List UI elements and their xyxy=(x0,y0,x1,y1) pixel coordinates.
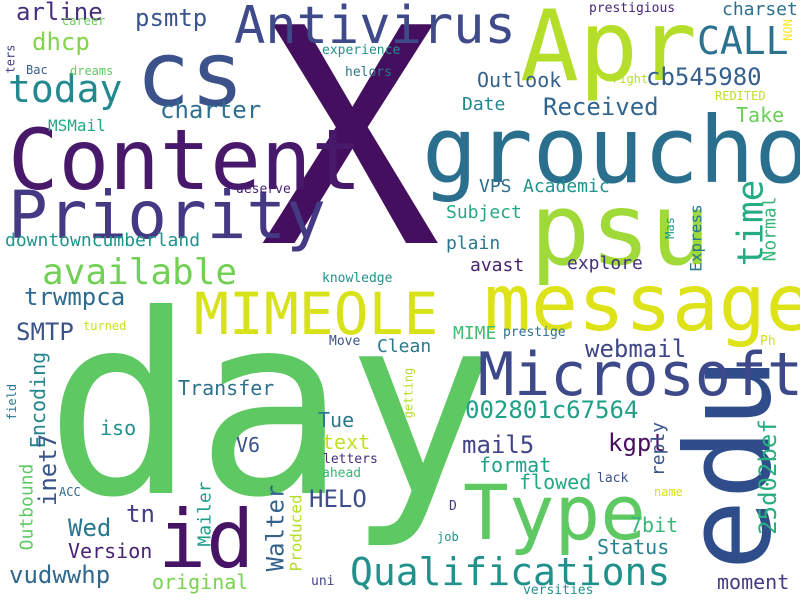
word-original: original xyxy=(152,570,249,594)
word-cb545980: cb545980 xyxy=(646,63,762,91)
word-wed: Wed xyxy=(68,514,112,542)
word-version: Version xyxy=(68,539,153,563)
word-normal: Normal xyxy=(759,196,781,262)
word-microsoft: Microsoft xyxy=(478,340,800,410)
word-helors: helors xyxy=(345,65,392,80)
word-letters: letters xyxy=(323,452,378,467)
word-message: message xyxy=(484,259,800,349)
word-versities: versities xyxy=(523,583,594,598)
word-antivirus: Antivirus xyxy=(234,0,516,56)
word-deserve: deserve xyxy=(236,182,291,197)
word-psu: psu xyxy=(530,171,711,288)
word-walter: Walter xyxy=(261,484,290,572)
word-trwmpca: trwmpca xyxy=(24,283,126,311)
word-clean: Clean xyxy=(377,336,432,357)
word-mail5: mail5 xyxy=(462,431,535,459)
word-career: career xyxy=(62,14,106,28)
word-groucho: groucho xyxy=(422,97,800,204)
word-right: right xyxy=(612,72,649,86)
word-downtowncumberland: downtowncumberland xyxy=(5,230,201,251)
word-7bit: 7bit xyxy=(630,513,679,537)
word-psmtp: psmtp xyxy=(135,4,208,32)
word-outlook: Outlook xyxy=(477,68,562,92)
word-content: Content xyxy=(8,111,363,209)
word-002801c67564: 002801c67564 xyxy=(465,396,639,424)
word-msmail: MSMail xyxy=(48,116,106,135)
word-tn: tn xyxy=(126,500,155,528)
word-kgpt: kgpt xyxy=(608,429,666,457)
word-knowledge: knowledge xyxy=(322,271,393,286)
word-produced: Produced xyxy=(286,494,306,572)
word-charter: charter xyxy=(160,96,262,124)
word-x: X xyxy=(260,0,441,314)
word-flowed: flowed xyxy=(519,470,592,494)
word-move: Move xyxy=(329,334,361,349)
word-d: D xyxy=(449,499,457,514)
word-vudwwhp: vudwwhp xyxy=(9,561,111,589)
word-id: id xyxy=(158,493,255,586)
word-mas: Mas xyxy=(662,217,677,239)
word-25d02bef: 25d02bef xyxy=(753,419,782,535)
word-outbound: Outbound xyxy=(16,463,38,551)
word-dhcp: dhcp xyxy=(32,28,90,56)
word-acc: ACC xyxy=(59,485,81,499)
word-uni: uni xyxy=(311,574,335,589)
word-webmail: webmail xyxy=(585,335,687,363)
word-today: today xyxy=(8,67,123,111)
word-ahead: ahead xyxy=(322,466,362,481)
word-smtp: SMTP xyxy=(16,318,74,346)
word-field: field xyxy=(5,383,20,421)
word-explore: explore xyxy=(567,253,643,274)
word-ters: ters xyxy=(3,44,18,74)
word-call: CALL xyxy=(697,19,789,63)
word-turned: turned xyxy=(83,319,127,333)
word-avast: avast xyxy=(470,255,525,276)
word-prestigious: prestigious xyxy=(589,1,676,16)
word-redited: REDITED xyxy=(715,89,766,103)
word-moment: moment xyxy=(717,570,790,594)
word-helo: HELO xyxy=(309,485,367,513)
word-transfer: Transfer xyxy=(178,376,275,400)
word-plain: plain xyxy=(446,233,501,254)
word-experience: experience xyxy=(322,43,401,58)
word-mime: MIME xyxy=(453,323,497,344)
word-name: name xyxy=(654,485,683,499)
word-vps: VPS xyxy=(479,176,512,197)
word-job: job xyxy=(437,530,459,544)
word-ph: Ph xyxy=(760,334,776,349)
word-text: text xyxy=(322,430,371,454)
word-priority: Priority xyxy=(8,177,326,254)
word-getting: getting xyxy=(401,367,416,419)
word-prestige: prestige xyxy=(503,325,566,340)
word-cs: cs xyxy=(136,22,245,127)
word-day: day xyxy=(45,261,497,552)
word-express: Express xyxy=(686,204,706,272)
word-mimeole: MIMEOLE xyxy=(194,280,439,348)
word-apr: Apr xyxy=(520,0,698,104)
word-dreams: dreams xyxy=(70,64,114,78)
word-bac: Bac xyxy=(26,63,48,77)
word-type: Type xyxy=(463,468,647,557)
word-arline: arline xyxy=(16,0,103,26)
word-qualifications: Qualifications xyxy=(350,550,671,594)
word-take: Take xyxy=(736,103,785,127)
word-inet7: inet7 xyxy=(34,433,63,507)
word-iso: iso xyxy=(100,416,137,440)
word-received: Received xyxy=(543,93,659,121)
word-v6: V6 xyxy=(236,433,261,457)
word-charset: charset xyxy=(722,0,798,20)
word-tue: Tue xyxy=(318,408,355,432)
word-status: Status xyxy=(597,535,670,559)
word-reply: reply xyxy=(648,421,670,477)
word-lack: lack xyxy=(597,471,629,486)
word-available: available xyxy=(42,252,238,293)
word-format: format xyxy=(479,453,552,477)
word-date: Date xyxy=(462,94,506,115)
word-academic: Academic xyxy=(523,176,610,197)
word-mailer: Mailer xyxy=(194,481,216,547)
word-non: NON xyxy=(780,19,795,41)
word-subject: Subject xyxy=(446,202,522,223)
